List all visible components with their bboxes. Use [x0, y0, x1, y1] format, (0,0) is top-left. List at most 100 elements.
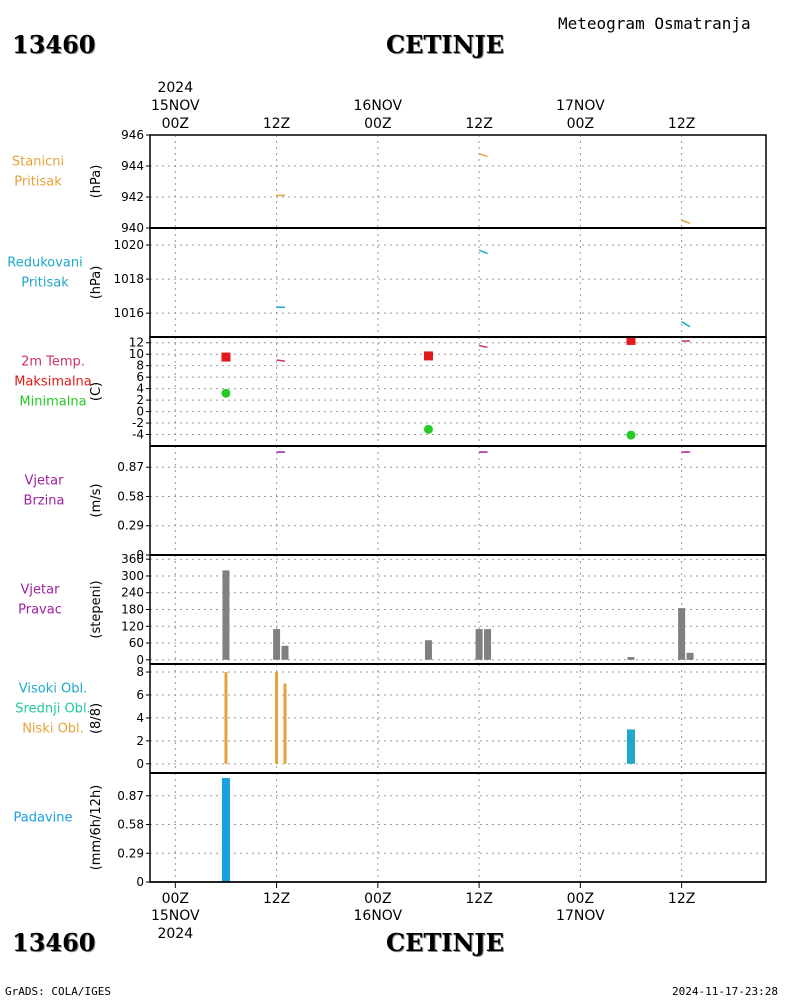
- ylabel: (m/s): [89, 484, 104, 518]
- year-label-bottom: 2024: [157, 926, 193, 942]
- panel-label: Pritisak: [21, 276, 69, 291]
- ytick-label: 6: [136, 688, 144, 702]
- ytick-label: 10: [129, 347, 144, 361]
- xtick-label-bottom: 12Z: [668, 891, 695, 907]
- wind-direction-bar: [686, 652, 694, 660]
- ytick-label: 8: [136, 359, 144, 373]
- cloud-low-bar: [275, 672, 279, 764]
- ytick-label: 60: [129, 636, 144, 650]
- ytick-label: 240: [121, 586, 144, 600]
- ytick-label: 0.58: [117, 489, 144, 503]
- cloud-low-bar: [224, 672, 228, 764]
- panel-label: Visoki Obl.: [19, 682, 87, 697]
- ylabel: (mm/6h/12h): [89, 785, 104, 871]
- wind-direction-bar: [222, 570, 230, 660]
- wind-direction-bar: [475, 629, 483, 660]
- xtick-label-top: 12Z: [465, 116, 492, 132]
- xtick-label-top: 00Z: [567, 116, 594, 132]
- ytick-label: -2: [132, 416, 144, 430]
- ytick-label: 0: [136, 548, 144, 562]
- panel-label: Srednji Obl.: [15, 702, 90, 717]
- ytick-label: 940: [121, 221, 144, 235]
- tmin-point: [423, 424, 433, 434]
- panel-station-pressure: [146, 134, 767, 229]
- cloud-high-bar: [626, 729, 635, 764]
- panel-cloud-cover: [146, 663, 767, 774]
- ytick-label: 1016: [113, 306, 144, 320]
- series-segment: [478, 249, 488, 255]
- ytick-label: 0: [136, 757, 144, 771]
- ytick-label: 1020: [113, 238, 144, 252]
- footer-timestamp: 2024-11-17-23:28: [672, 985, 778, 998]
- series-segment: [276, 359, 286, 362]
- ylabel: (hPa): [89, 266, 104, 300]
- ytick-label: 946: [121, 128, 144, 142]
- ytick-label: 0: [136, 653, 144, 667]
- ytick-label: 12: [129, 336, 144, 350]
- tmax-point: [423, 351, 433, 361]
- xtick-label-top: 00Z: [364, 116, 391, 132]
- xdate-label-top: 17NOV: [556, 98, 605, 114]
- tmax-point: [221, 352, 231, 362]
- meteogram-title: Meteogram Osmatranja: [558, 14, 751, 33]
- ytick-label: 360: [121, 552, 144, 566]
- panel-label: Niski Obl.: [22, 722, 84, 737]
- xtick-label-top: 00Z: [162, 116, 189, 132]
- panel-label: Pritisak: [14, 175, 62, 190]
- panel-label: 2m Temp.: [21, 355, 85, 370]
- panel-wind-speed: [146, 445, 767, 556]
- ytick-label: 0.29: [117, 846, 144, 860]
- panel-label: Maksimalna: [14, 375, 92, 390]
- xtick-label-top: 12Z: [263, 116, 290, 132]
- ylabel: (hPa): [89, 165, 104, 199]
- footer-credit: GrADS: COLA/IGES: [5, 985, 111, 998]
- xtick-label-bottom: 00Z: [567, 891, 594, 907]
- ytick-label: 2: [136, 734, 144, 748]
- panel-label: Vjetar: [21, 583, 61, 598]
- panel-reduced-pressure: [146, 227, 767, 338]
- year-label-top: 2024: [157, 80, 193, 96]
- wind-direction-bar: [484, 629, 492, 660]
- ytick-label: 4: [136, 382, 144, 396]
- precip-bar: [221, 777, 230, 882]
- wind-direction-bar: [627, 657, 635, 660]
- panel-label: Stanicni: [12, 155, 64, 170]
- panel-label: Minimalna: [19, 395, 86, 410]
- tmin-point: [626, 430, 636, 440]
- ytick-label: 0.29: [117, 519, 144, 533]
- panel-label: Redukovani: [7, 256, 82, 271]
- xtick-label-bottom: 12Z: [465, 891, 492, 907]
- ytick-label: 0: [136, 875, 144, 889]
- xdate-label-bottom: 17NOV: [556, 908, 605, 924]
- wind-direction-bar: [424, 640, 432, 660]
- series-segment: [478, 152, 488, 158]
- cloud-low-bar: [283, 683, 287, 764]
- panel-frame: [149, 772, 767, 883]
- station-id-bottom: 13460: [12, 928, 96, 957]
- panel-frame: [149, 227, 767, 338]
- series-segment: [681, 321, 691, 328]
- ytick-label: 0.58: [117, 818, 144, 832]
- series-segment: [478, 344, 488, 349]
- panel-label: Vjetar: [25, 474, 65, 489]
- wind-direction-bar: [281, 645, 289, 660]
- ytick-label: 1018: [113, 272, 144, 286]
- panel-label: Pravac: [18, 603, 62, 618]
- ytick-label: 0: [136, 405, 144, 419]
- panel-temperature: [146, 335, 767, 447]
- xtick-label-bottom: 00Z: [364, 891, 391, 907]
- ytick-label: 0.87: [117, 789, 144, 803]
- wind-direction-bar: [273, 629, 281, 660]
- station-id-top: 13460: [12, 30, 96, 59]
- ylabel: (stepeni): [89, 580, 104, 638]
- tmin-point: [221, 388, 231, 398]
- ytick-label: 4: [136, 711, 144, 725]
- ytick-label: 942: [121, 190, 144, 204]
- ylabel: (C): [89, 382, 104, 401]
- xtick-label-bottom: 12Z: [263, 891, 290, 907]
- panel-precipitation: [146, 772, 767, 883]
- series-segment: [681, 219, 691, 225]
- ytick-label: -4: [132, 428, 144, 442]
- xdate-label-top: 16NOV: [354, 98, 403, 114]
- xtick-label-bottom: 00Z: [162, 891, 189, 907]
